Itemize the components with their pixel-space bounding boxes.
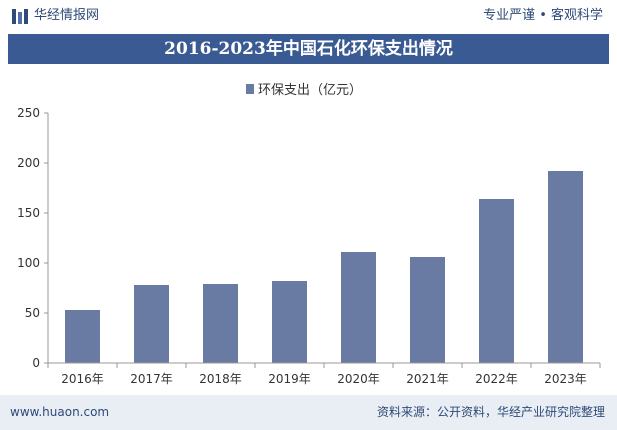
x-tick-label: 2021年 bbox=[406, 372, 449, 386]
x-tick-label: 2019年 bbox=[268, 372, 311, 386]
bar bbox=[134, 285, 169, 363]
bar bbox=[65, 310, 100, 363]
brand-name: 华经情报网 bbox=[34, 8, 100, 23]
y-tick-label: 0 bbox=[32, 356, 40, 370]
x-tick-label: 2017年 bbox=[130, 372, 173, 386]
x-tick-label: 2018年 bbox=[199, 372, 242, 386]
bar bbox=[341, 252, 376, 363]
brand-logo-icon bbox=[12, 9, 28, 24]
x-axis: 2016年 2017年 2018年 2019年 2020年 2021年 2022年 2023年 bbox=[47, 362, 601, 386]
legend-swatch bbox=[246, 84, 254, 94]
bar bbox=[548, 171, 583, 363]
bars bbox=[65, 171, 583, 363]
x-tick-label: 2022年 bbox=[475, 372, 518, 386]
data-source: 资料来源：公开资料，华经产业研究院整理 bbox=[376, 405, 605, 419]
x-tick-label: 2016年 bbox=[61, 372, 104, 386]
top-bar: 华经情报网 专业严谨 • 客观科学 bbox=[0, 0, 617, 32]
tagline: 专业严谨 • 客观科学 bbox=[483, 8, 603, 23]
x-tick-label: 2020年 bbox=[337, 372, 380, 386]
bar bbox=[479, 199, 514, 363]
bar-chart: 环保支出（亿元） 0 50 100 150 200 250 2016年 2017年 2018年… bbox=[17, 83, 601, 386]
bar bbox=[203, 284, 238, 363]
legend-label: 环保支出（亿元） bbox=[258, 83, 362, 98]
y-tick-label: 250 bbox=[17, 106, 40, 120]
legend: 环保支出（亿元） bbox=[246, 83, 362, 98]
footer-bar bbox=[0, 395, 617, 430]
x-tick-label: 2023年 bbox=[544, 372, 587, 386]
chart-title: 2016-2023年中国石化环保支出情况 bbox=[8, 34, 609, 64]
bar bbox=[272, 281, 307, 363]
site-url: www.huaon.com bbox=[10, 405, 110, 419]
y-tick-label: 100 bbox=[17, 256, 40, 270]
y-tick-label: 50 bbox=[25, 306, 40, 320]
bar bbox=[410, 257, 445, 363]
y-tick-label: 200 bbox=[17, 156, 40, 170]
y-axis: 0 50 100 150 200 250 bbox=[17, 106, 49, 370]
y-tick-label: 150 bbox=[17, 206, 40, 220]
